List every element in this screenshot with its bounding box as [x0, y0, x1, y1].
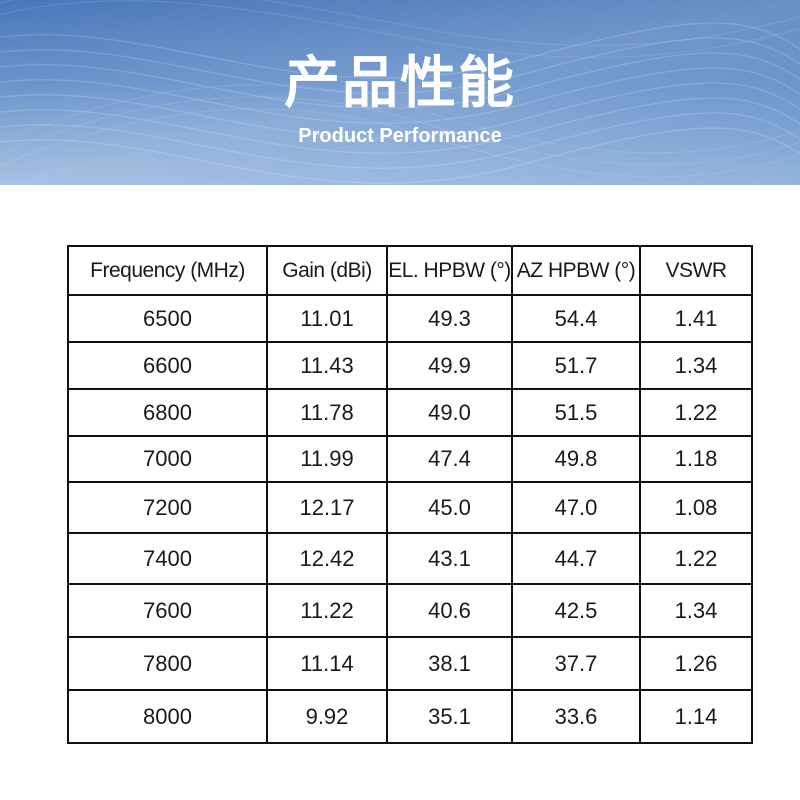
- cell-el-hpbw: 49.0: [386, 388, 513, 437]
- cell-gain: 9.92: [266, 689, 388, 744]
- cell-el-hpbw: 49.9: [386, 341, 513, 390]
- cell-vswr: 1.08: [639, 481, 753, 534]
- cell-gain: 12.42: [266, 532, 388, 585]
- cell-el-hpbw: 40.6: [386, 583, 513, 638]
- performance-table: Frequency (MHz) Gain (dBi) EL. HPBW (°) …: [67, 245, 753, 744]
- cell-frequency: 7800: [67, 636, 268, 691]
- cell-az-hpbw: 33.6: [511, 689, 641, 744]
- cell-el-hpbw: 47.4: [386, 435, 513, 483]
- cell-vswr: 1.41: [639, 294, 753, 343]
- cell-vswr: 1.22: [639, 532, 753, 585]
- column-header-el-hpbw: EL. HPBW (°): [386, 245, 513, 296]
- cell-vswr: 1.14: [639, 689, 753, 744]
- column-header-vswr: VSWR: [639, 245, 753, 296]
- cell-frequency: 7400: [67, 532, 268, 585]
- cell-frequency: 6800: [67, 388, 268, 437]
- header-banner: 产品性能 Product Performance: [0, 0, 800, 185]
- cell-az-hpbw: 51.5: [511, 388, 641, 437]
- cell-vswr: 1.26: [639, 636, 753, 691]
- cell-az-hpbw: 51.7: [511, 341, 641, 390]
- cell-frequency: 7200: [67, 481, 268, 534]
- column-header-frequency: Frequency (MHz): [67, 245, 268, 296]
- cell-az-hpbw: 54.4: [511, 294, 641, 343]
- cell-frequency: 7600: [67, 583, 268, 638]
- cell-el-hpbw: 43.1: [386, 532, 513, 585]
- cell-vswr: 1.22: [639, 388, 753, 437]
- table-row: 8000 9.92 35.1 33.6 1.14: [67, 689, 753, 744]
- cell-gain: 11.43: [266, 341, 388, 390]
- cell-gain: 11.22: [266, 583, 388, 638]
- cell-gain: 11.14: [266, 636, 388, 691]
- table-row: 7800 11.14 38.1 37.7 1.26: [67, 636, 753, 691]
- cell-el-hpbw: 38.1: [386, 636, 513, 691]
- column-header-az-hpbw: AZ HPBW (°): [511, 245, 641, 296]
- table-row: 7200 12.17 45.0 47.0 1.08: [67, 481, 753, 534]
- cell-frequency: 7000: [67, 435, 268, 483]
- column-header-gain: Gain (dBi): [266, 245, 388, 296]
- cell-az-hpbw: 47.0: [511, 481, 641, 534]
- cell-vswr: 1.34: [639, 583, 753, 638]
- table-row: 7400 12.42 43.1 44.7 1.22: [67, 532, 753, 585]
- page-subtitle: Product Performance: [298, 125, 502, 147]
- cell-gain: 11.78: [266, 388, 388, 437]
- cell-az-hpbw: 49.8: [511, 435, 641, 483]
- cell-gain: 11.01: [266, 294, 388, 343]
- page-title: 产品性能: [284, 51, 516, 116]
- table-row: 7000 11.99 47.4 49.8 1.18: [67, 435, 753, 483]
- performance-table-container: Frequency (MHz) Gain (dBi) EL. HPBW (°) …: [67, 245, 753, 744]
- cell-frequency: 6500: [67, 294, 268, 343]
- cell-el-hpbw: 35.1: [386, 689, 513, 744]
- cell-el-hpbw: 49.3: [386, 294, 513, 343]
- cell-vswr: 1.34: [639, 341, 753, 390]
- table-header-row: Frequency (MHz) Gain (dBi) EL. HPBW (°) …: [67, 245, 753, 296]
- banner-wave-texture: [0, 0, 800, 185]
- cell-az-hpbw: 44.7: [511, 532, 641, 585]
- cell-el-hpbw: 45.0: [386, 481, 513, 534]
- table-row: 6500 11.01 49.3 54.4 1.41: [67, 294, 753, 343]
- cell-gain: 11.99: [266, 435, 388, 483]
- cell-az-hpbw: 42.5: [511, 583, 641, 638]
- cell-az-hpbw: 37.7: [511, 636, 641, 691]
- cell-gain: 12.17: [266, 481, 388, 534]
- cell-frequency: 8000: [67, 689, 268, 744]
- cell-frequency: 6600: [67, 341, 268, 390]
- cell-vswr: 1.18: [639, 435, 753, 483]
- table-row: 7600 11.22 40.6 42.5 1.34: [67, 583, 753, 638]
- table-row: 6600 11.43 49.9 51.7 1.34: [67, 341, 753, 390]
- table-row: 6800 11.78 49.0 51.5 1.22: [67, 388, 753, 437]
